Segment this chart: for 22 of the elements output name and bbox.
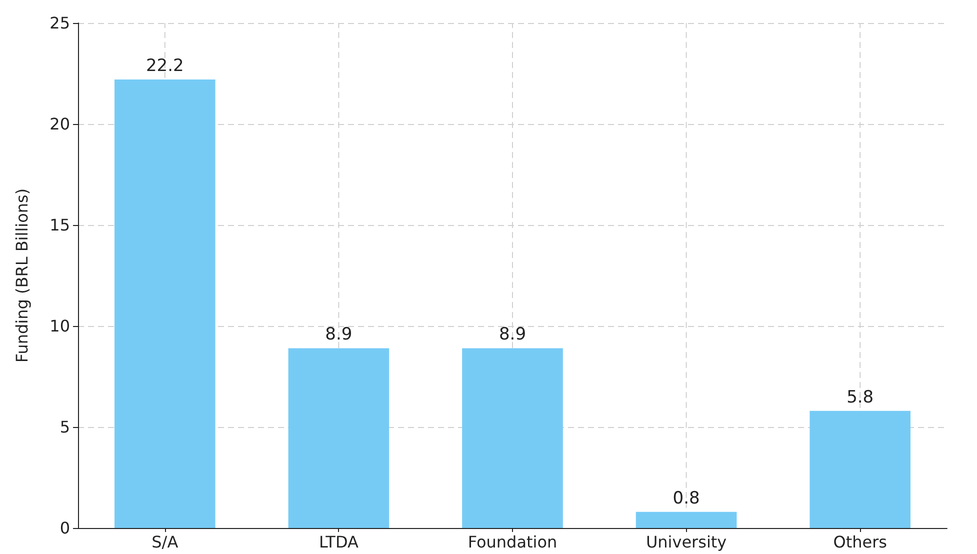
y-tick-label: 5 [60,418,70,436]
x-tick-label: S/A [152,532,178,552]
y-tick-label: 25 [50,14,70,32]
bar [114,80,216,528]
x-tick-label: University [646,532,727,552]
data-label: 8.9 [498,324,526,345]
y-tick-label: 0 [60,518,70,538]
y-axis-title: Funding (BRL Billions) [12,188,32,363]
data-label: 5.8 [846,387,874,408]
data-label: 0.8 [672,488,700,508]
bar [810,410,910,528]
y-tick-label: 15 [50,216,70,234]
data-label: 22.2 [146,56,184,76]
bar [288,348,390,528]
y-tick-label: 20 [50,114,70,134]
data-label: 8.9 [325,324,352,345]
bar [636,512,737,528]
y-tick-label: 10 [50,316,70,336]
x-tick-label: LTDA [318,532,358,552]
x-tick-label: Others [833,532,887,552]
bar [462,348,563,528]
x-tick-label: Foundation [468,532,558,552]
